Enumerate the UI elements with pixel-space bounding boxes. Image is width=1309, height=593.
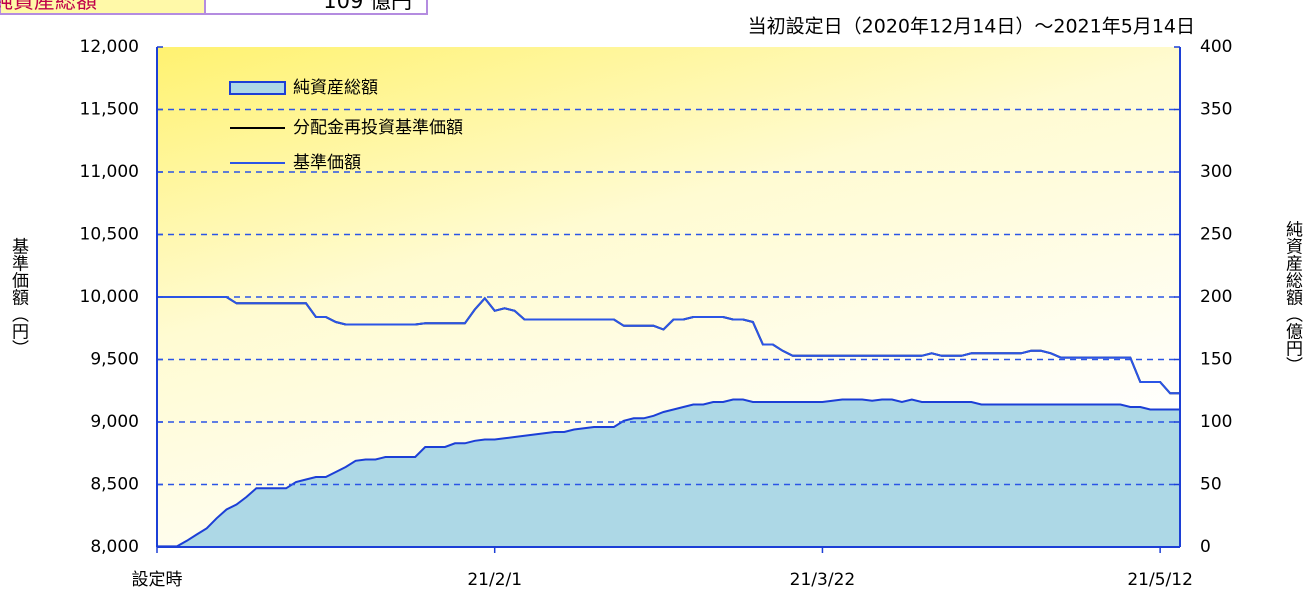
x-tick-label: 21/5/12	[1127, 570, 1193, 590]
x-tick-label: 21/3/22	[790, 570, 856, 590]
y2-tick-label: 50	[1200, 475, 1222, 495]
y2-axis-title: 純資産総額（億円）	[1282, 220, 1303, 373]
y-tick-label: 10,000	[80, 287, 139, 307]
y2-tick-label: 300	[1200, 162, 1232, 182]
y-tick-label: 8,000	[90, 537, 139, 557]
y-tick-label: 11,500	[80, 100, 139, 120]
y2-tick-label: 250	[1200, 225, 1232, 245]
header-label: 純資産総額	[0, 0, 97, 13]
y2-tick-label: 150	[1200, 350, 1232, 370]
y2-tick-label: 200	[1200, 287, 1232, 307]
x-tick-label: 21/2/1	[467, 570, 522, 590]
y2-tick-label: 400	[1200, 37, 1232, 57]
y-tick-label: 10,500	[80, 225, 139, 245]
legend-label: 分配金再投資基準価額	[293, 118, 463, 138]
legend-swatch	[229, 81, 286, 95]
y-tick-label: 8,500	[90, 475, 139, 495]
x-tick-label: 設定時	[132, 570, 183, 590]
y2-tick-label: 100	[1200, 412, 1232, 432]
legend-label: 基準価額	[293, 153, 361, 173]
subtitle: 当初設定日（2020年12月14日）～2021年5月14日	[748, 16, 1195, 38]
line	[157, 296, 1180, 395]
y-tick-label: 12,000	[80, 37, 139, 57]
y-tick-label: 9,000	[90, 412, 139, 432]
header-value: 109 億円	[323, 0, 412, 13]
y-tick-label: 11,000	[80, 162, 139, 182]
y2-tick-label: 350	[1200, 100, 1232, 120]
area	[157, 399, 1180, 547]
y-axis-title: 基準価額（円）	[8, 237, 29, 356]
y-tick-label: 9,500	[90, 350, 139, 370]
legend-label: 純資産総額	[293, 78, 378, 98]
y2-tick-label: 0	[1200, 537, 1211, 557]
header-value-box	[204, 0, 428, 15]
area-edge	[157, 398, 1180, 548]
